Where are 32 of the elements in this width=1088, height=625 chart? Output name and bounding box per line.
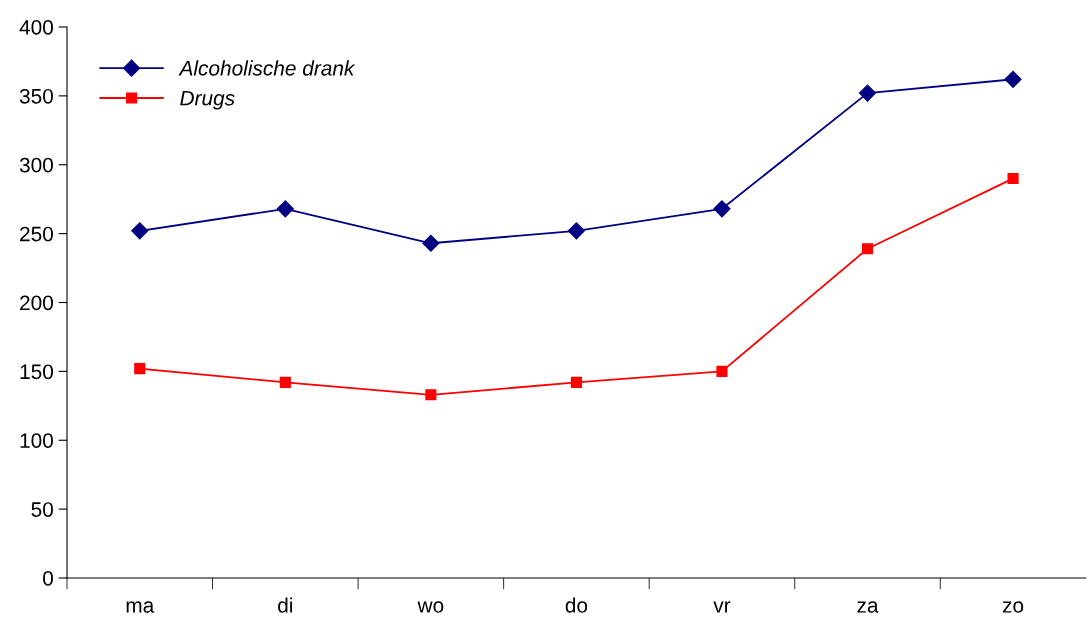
point [131, 222, 149, 240]
y-tick-label: 350 [19, 88, 53, 104]
x-tick-label: wo [417, 601, 444, 613]
y-tick-label: 200 [20, 295, 53, 311]
legend-label: Drugs [180, 90, 235, 110]
point [1007, 172, 1019, 185]
y-tick-label: 0 [43, 571, 53, 586]
x-tick-label: zo [1002, 601, 1024, 613]
y-tick-label: 250 [20, 226, 53, 242]
point [567, 222, 585, 240]
point [858, 84, 877, 102]
x-tick-label: vr [713, 601, 731, 613]
y-tick-label: 100 [20, 433, 53, 448]
y-tick-label: 400 [19, 20, 53, 35]
y-tick-label: 300 [19, 157, 53, 173]
y-tick-label: 150 [20, 364, 53, 380]
point [276, 200, 294, 218]
point [1004, 70, 1022, 88]
x-tick-label: di [278, 597, 293, 613]
point [570, 376, 582, 388]
point [716, 365, 728, 377]
x-tick-label: ma [126, 601, 155, 613]
point [134, 363, 146, 375]
x-tick-label: do [565, 597, 588, 613]
point [425, 389, 437, 401]
y-tick-label: 50 [31, 502, 53, 517]
point [713, 200, 731, 218]
legend-label: Alcoholische drank [178, 60, 356, 76]
point [422, 234, 440, 252]
point [861, 243, 874, 255]
point [279, 376, 291, 388]
x-tick-label: za [857, 601, 879, 613]
